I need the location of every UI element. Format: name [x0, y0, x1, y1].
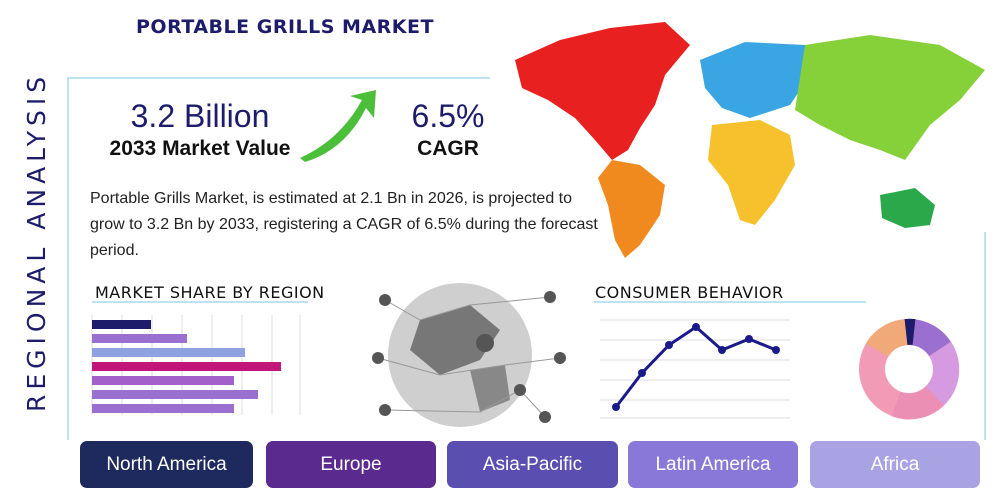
- bar-graphic: [91, 315, 301, 415]
- region-button[interactable]: Asia-Pacific: [447, 441, 618, 488]
- growth-arrow: [300, 90, 376, 162]
- line-graphic: [600, 319, 790, 419]
- section-heading: CONSUMER BEHAVIOR: [595, 283, 784, 302]
- side-label: REGIONAL ANALYSIS: [22, 71, 51, 412]
- highlight-value: 3.2 Billion: [130, 98, 270, 134]
- section-heading: MARKET SHARE BY REGION: [95, 283, 325, 302]
- globe-graphic: [372, 283, 566, 427]
- donut-graphic: [859, 318, 960, 420]
- highlight-label: CAGR: [417, 137, 479, 160]
- region-button[interactable]: North America: [80, 441, 253, 488]
- title: PORTABLE GRILLS MARKET: [136, 16, 434, 38]
- world-map: [515, 22, 985, 258]
- frame: [67, 77, 986, 440]
- highlight-value: 6.5%: [411, 98, 485, 134]
- highlight-label: 2033 Market Value: [109, 137, 291, 160]
- description: Portable Grills Market, is estimated at …: [90, 190, 598, 259]
- region-button[interactable]: Africa: [810, 441, 980, 488]
- region-button[interactable]: Europe: [266, 441, 436, 488]
- region-button[interactable]: Latin America: [628, 441, 798, 488]
